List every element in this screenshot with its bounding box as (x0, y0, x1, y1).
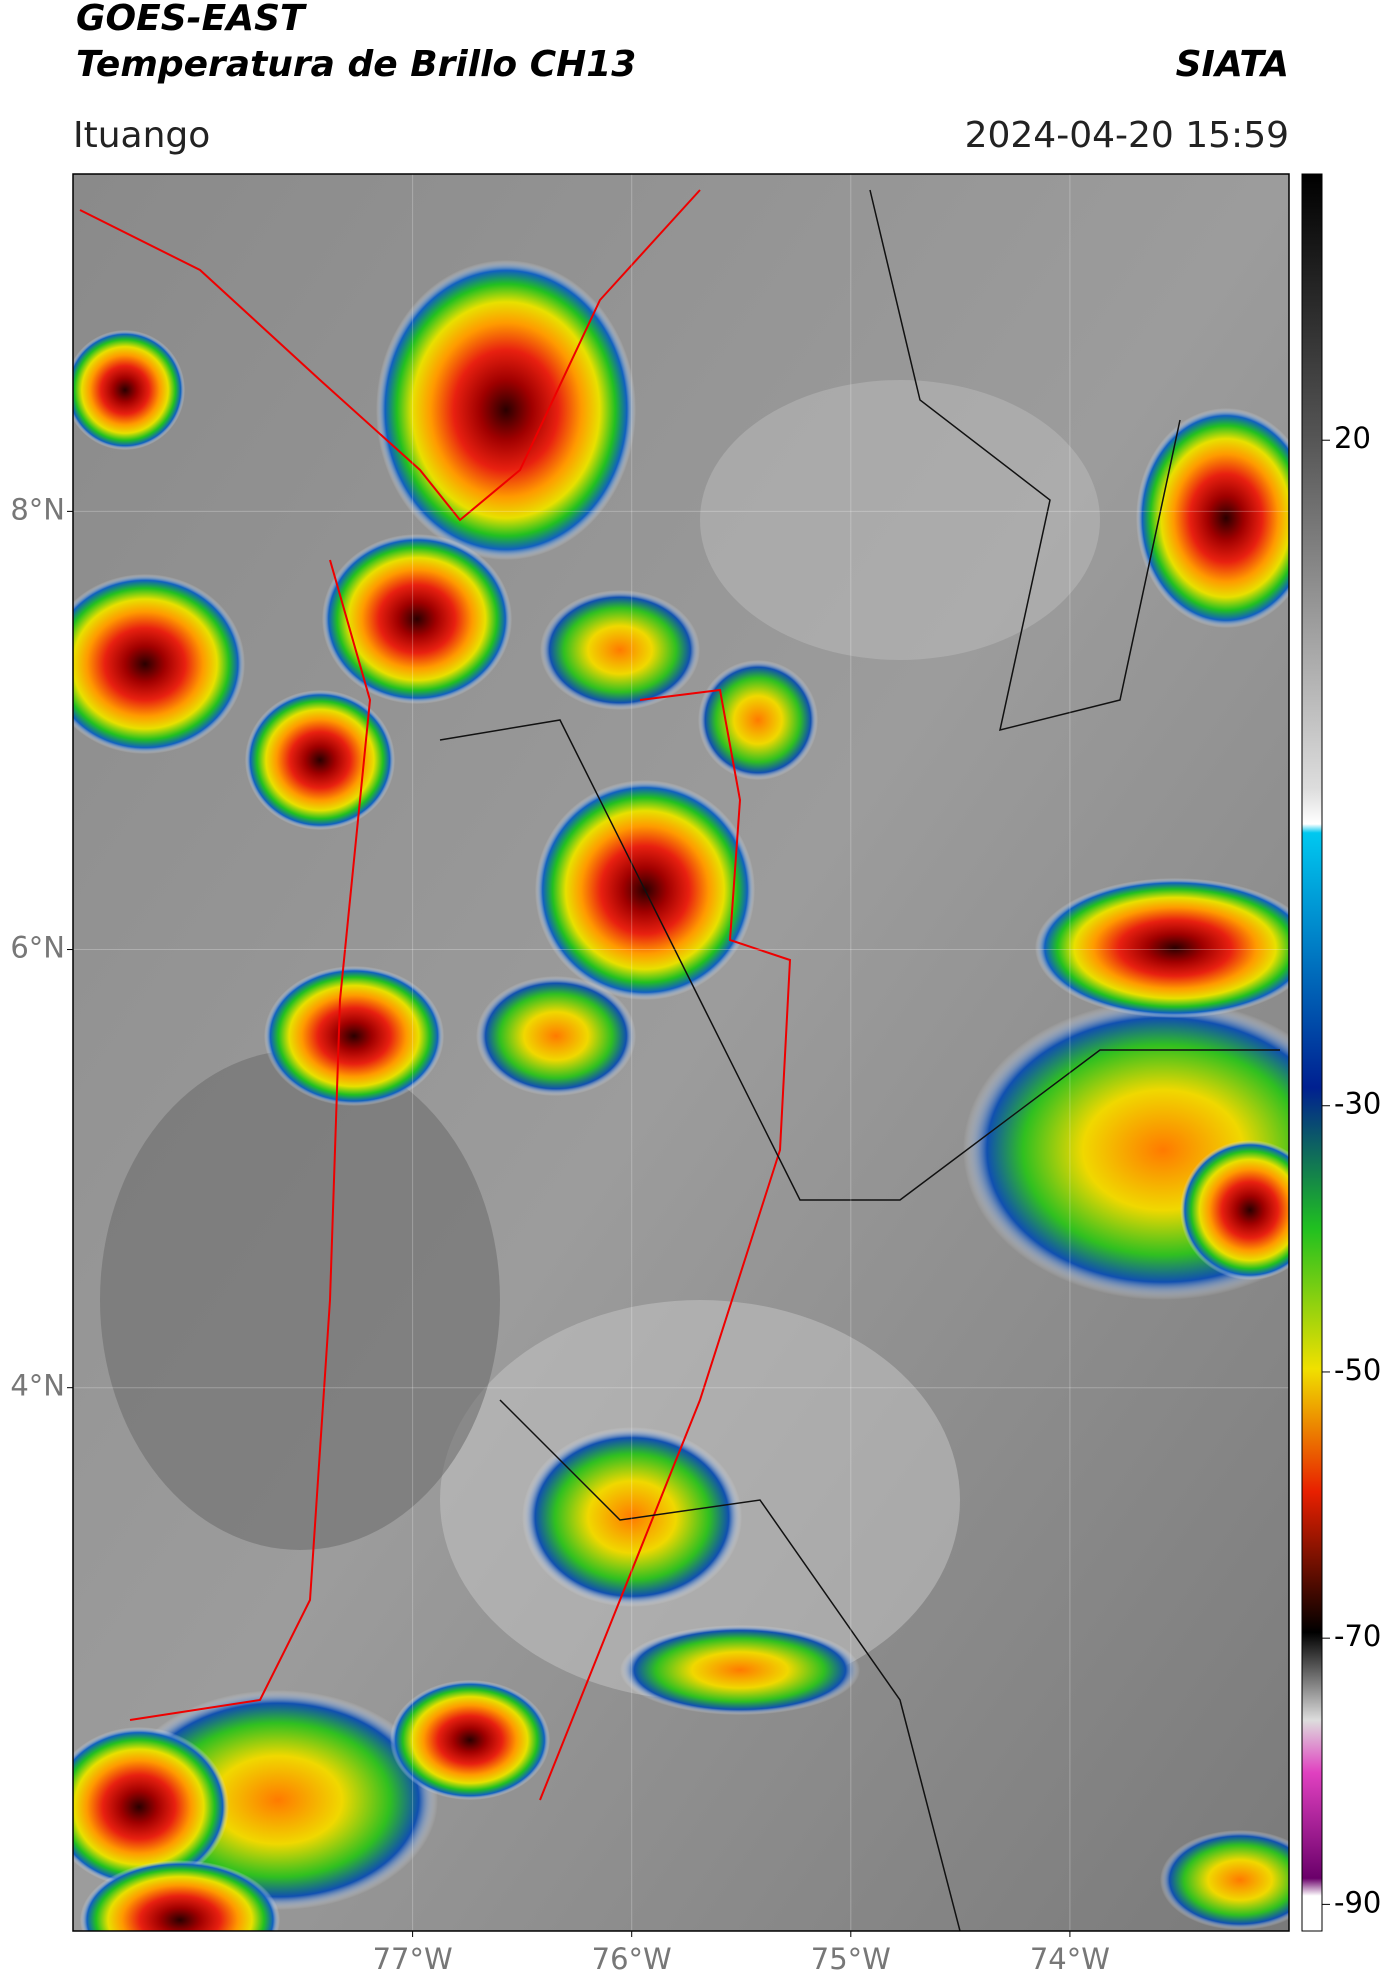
colorbar-tick-label: 20 (1334, 421, 1371, 455)
lat-tick-label: 6°N (10, 931, 65, 965)
lon-tick-label: 74°W (1030, 1942, 1110, 1976)
graticule (73, 174, 1289, 1931)
lon-tick-label: 77°W (373, 1942, 453, 1976)
lat-tick-label: 4°N (10, 1369, 65, 1403)
colorbar-tick-label: -70 (1334, 1619, 1381, 1653)
lat-tick-label: 8°N (10, 492, 65, 526)
colorbar-tick-label: -30 (1334, 1087, 1381, 1121)
subtitle: Temperatura de Brillo CH13 (76, 44, 636, 85)
map-frame (72, 173, 1290, 1932)
lon-tick-label: 76°W (592, 1942, 672, 1976)
title: GOES-EAST (76, 0, 307, 39)
colorbar-tick-label: -90 (1334, 1885, 1381, 1919)
colorbar (1301, 173, 1323, 1932)
timestamp: 2024-04-20 15:59 (965, 115, 1289, 156)
source: SIATA (1176, 44, 1289, 85)
colorbar-tick-label: -50 (1334, 1353, 1381, 1387)
location: Ituango (73, 115, 210, 156)
satellite-image (73, 174, 1289, 1931)
lon-tick-label: 75°W (811, 1942, 891, 1976)
